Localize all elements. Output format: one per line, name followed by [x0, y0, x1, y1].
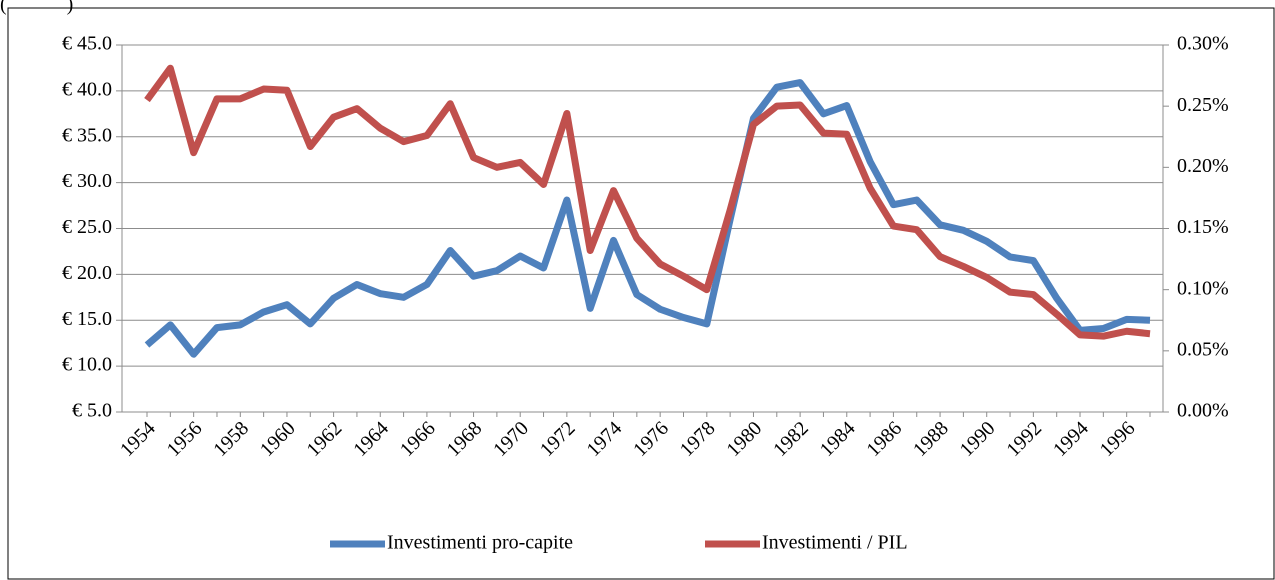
legend-label: Investimenti pro-capite	[387, 532, 573, 554]
y-tick-label: € 10.0	[62, 354, 112, 376]
legend-label: Investimenti / PIL	[762, 532, 908, 554]
y-tick-label: € 45.0	[62, 33, 112, 55]
y-tick-label: € 25.0	[62, 216, 112, 238]
y-tick-label: € 20.0	[62, 262, 112, 284]
y2-tick-label: 0.20%	[1177, 155, 1229, 177]
y-tick-label: € 15.0	[62, 308, 112, 330]
y2-tick-label: 0.30%	[1177, 33, 1229, 55]
y-tick-label: € 30.0	[62, 170, 112, 192]
y2-tick-label: 0.15%	[1177, 216, 1229, 238]
y2-tick-label: 0.25%	[1177, 94, 1229, 116]
y2-tick-label: 0.00%	[1177, 400, 1229, 422]
y-tick-label: € 35.0	[62, 124, 112, 146]
y2-tick-label: 0.10%	[1177, 277, 1229, 299]
y-tick-label: € 5.0	[72, 400, 112, 422]
y-tick-label: € 40.0	[62, 78, 112, 100]
series-line	[144, 64, 1151, 340]
chart-title: ( )	[0, 0, 73, 16]
series-line	[144, 79, 1151, 358]
y2-tick-label: 0.05%	[1177, 338, 1229, 360]
